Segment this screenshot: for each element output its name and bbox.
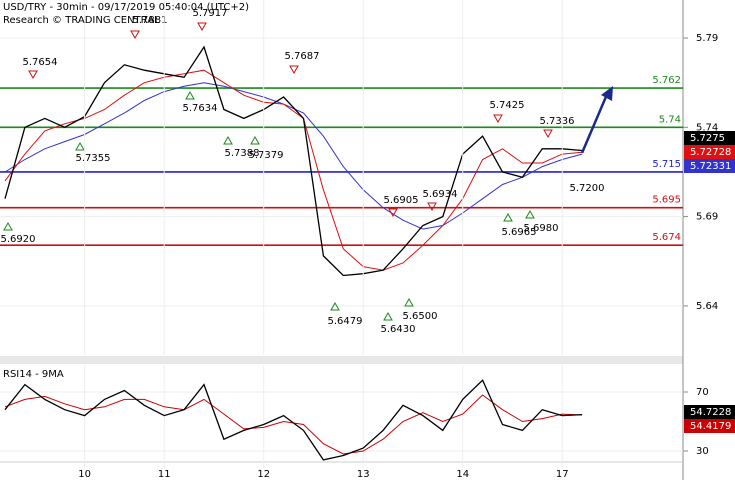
annotation: 5.7336 <box>540 116 575 127</box>
y-tick-label: 5.69 <box>696 212 718 223</box>
support-marker <box>223 135 233 145</box>
resistance-marker <box>543 129 553 139</box>
annotation: 5.6905 <box>384 195 419 206</box>
resistance-marker <box>197 22 207 32</box>
rsi-title: RSI14 - 9MA <box>3 369 64 380</box>
annotation: 5.7200 <box>570 183 605 194</box>
y-tick-label: 5.64 <box>696 301 718 312</box>
y-tick-label: 5.74 <box>696 122 718 133</box>
level-label: 5.74 <box>659 114 681 125</box>
series-line <box>4 45 583 277</box>
resistance-marker <box>388 208 398 218</box>
support-marker <box>383 311 393 321</box>
y-tick-label: 70 <box>696 387 709 398</box>
price-tag <box>684 405 735 419</box>
support-marker <box>330 301 340 311</box>
x-tick-label: 12 <box>257 469 270 480</box>
price-tag <box>684 159 735 173</box>
support-marker <box>185 90 195 100</box>
price-tag-label: 54.4179 <box>690 421 731 432</box>
series-line <box>4 69 583 271</box>
support-marker <box>503 212 513 222</box>
panel-separator <box>0 356 683 364</box>
annotation: 5.6479 <box>328 316 363 327</box>
resistance-marker <box>427 202 437 212</box>
annotation: 5.7881 <box>133 15 168 26</box>
annotation: 5.7654 <box>23 57 58 68</box>
x-tick-label: 14 <box>456 469 469 480</box>
x-tick-label: 17 <box>556 469 569 480</box>
support-marker <box>75 141 85 151</box>
y-tick-label: 5.79 <box>696 33 718 44</box>
forecast-arrow-head <box>601 86 613 101</box>
x-tick-label: 11 <box>158 469 171 480</box>
level-label: 5.762 <box>652 75 681 86</box>
resistance-marker <box>493 114 503 124</box>
support-marker <box>3 221 13 231</box>
y-tick-label: 30 <box>696 446 709 457</box>
x-tick-label: 13 <box>357 469 370 480</box>
price-tag-label: 5.72331 <box>690 161 731 172</box>
annotation: 5.7379 <box>249 150 284 161</box>
support-marker <box>525 209 535 219</box>
price-tag-label: 5.72728 <box>690 147 731 158</box>
chart-subtitle: Research © TRADING CENTRAL <box>3 15 160 26</box>
support-marker <box>404 297 414 307</box>
annotation: 5.6430 <box>381 324 416 335</box>
annotation: 5.6500 <box>403 311 438 322</box>
resistance-marker <box>289 65 299 75</box>
support-marker <box>250 135 260 145</box>
x-tick-label: 10 <box>78 469 91 480</box>
level-label: 5.695 <box>652 195 681 206</box>
annotation: 5.7355 <box>76 153 111 164</box>
price-tag <box>684 145 735 159</box>
resistance-marker <box>28 70 38 80</box>
annotation: 5.7388 <box>225 148 260 159</box>
chart-title: USD/TRY - 30min - 09/17/2019 05:40:04 (U… <box>3 2 249 13</box>
price-tag <box>684 419 735 433</box>
annotation: 5.7634 <box>183 103 218 114</box>
resistance-marker <box>130 30 140 40</box>
annotation: 5.7687 <box>285 51 320 62</box>
annotation: 5.6980 <box>524 223 559 234</box>
price-tag-label: 54.7228 <box>690 407 731 418</box>
price-tag-label: 5.7275 <box>690 133 725 144</box>
annotation: 5.6934 <box>423 189 458 200</box>
annotation: 5.7425 <box>490 100 525 111</box>
forecast-arrow <box>580 91 610 154</box>
annotation: 5.6965 <box>502 227 537 238</box>
level-label: 5.674 <box>652 232 681 243</box>
price-tag <box>684 131 735 145</box>
annotation: 5.7917 <box>193 8 228 19</box>
annotation: 5.6920 <box>1 234 36 245</box>
series-line <box>4 379 583 461</box>
level-label: 5.715 <box>652 159 681 170</box>
